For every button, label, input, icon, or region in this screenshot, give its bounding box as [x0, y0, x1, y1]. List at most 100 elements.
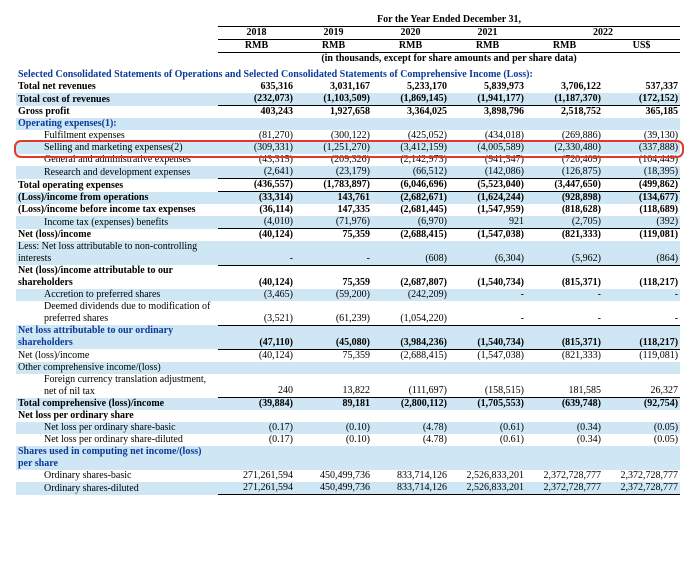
- row-value: (119,081): [603, 229, 680, 242]
- year-col-1: 2019: [295, 27, 372, 40]
- row-value: (92,754): [603, 398, 680, 411]
- row-value: 271,261,594: [218, 470, 295, 482]
- row-value: 3,031,167: [295, 81, 372, 93]
- row-value: (172,152): [603, 93, 680, 106]
- row-value: 75,359: [295, 349, 372, 362]
- row-value: (1,251,270): [295, 142, 372, 154]
- row-value: -: [449, 301, 526, 325]
- row-value: (5,962): [526, 241, 603, 265]
- row-label: (Loss)/income from operations: [16, 192, 218, 205]
- row-value: [295, 446, 372, 470]
- row-label: Other comprehensive income/(loss): [16, 362, 218, 374]
- table-row: Foreign currency translation adjustment,…: [16, 374, 680, 398]
- row-value: (0.10): [295, 422, 372, 434]
- table-row: Net (loss)/income(40,124)75,359(2,688,41…: [16, 229, 680, 242]
- row-value: (1,869,145): [372, 93, 449, 106]
- unit-col-5: US$: [603, 40, 680, 53]
- row-value: [218, 410, 295, 422]
- row-value: (39,130): [603, 130, 680, 142]
- row-value: (720,409): [526, 154, 603, 166]
- row-value: 75,359: [295, 229, 372, 242]
- row-value: (33,314): [218, 192, 295, 205]
- row-value: (2,641): [218, 166, 295, 179]
- row-value: 3,364,025: [372, 106, 449, 119]
- header-super-title: For the Year Ended December 31,: [218, 14, 680, 27]
- row-value: [295, 118, 372, 130]
- table-row: (Loss)/income from operations(33,314)143…: [16, 192, 680, 205]
- row-value: (4,005,589): [449, 142, 526, 154]
- row-value: (118,217): [603, 325, 680, 349]
- row-value: (639,748): [526, 398, 603, 411]
- year-col-4: 2022: [526, 27, 680, 40]
- row-value: (337,888): [603, 142, 680, 154]
- row-value: [218, 118, 295, 130]
- row-value: (0.61): [449, 434, 526, 446]
- table-row: Fulfilment expenses(81,270)(300,122)(425…: [16, 130, 680, 142]
- row-value: 365,185: [603, 106, 680, 119]
- row-value: (0.05): [603, 434, 680, 446]
- row-value: 147,335: [295, 204, 372, 216]
- row-value: (66,512): [372, 166, 449, 179]
- row-value: (118,217): [603, 265, 680, 289]
- row-value: (6,304): [449, 241, 526, 265]
- row-label: Research and development expenses: [16, 166, 218, 179]
- row-value: (1,187,370): [526, 93, 603, 106]
- table-row: Research and development expenses(2,641)…: [16, 166, 680, 179]
- row-value: (3,521): [218, 301, 295, 325]
- row-value: [449, 446, 526, 470]
- row-value: [526, 118, 603, 130]
- row-value: -: [526, 301, 603, 325]
- row-value: (815,371): [526, 325, 603, 349]
- row-value: (4.78): [372, 434, 449, 446]
- row-value: (1,941,177): [449, 93, 526, 106]
- row-value: (821,333): [526, 349, 603, 362]
- row-value: (0.34): [526, 434, 603, 446]
- row-value: (232,073): [218, 93, 295, 106]
- row-label: Net (loss)/income: [16, 349, 218, 362]
- row-value: 240: [218, 374, 295, 398]
- row-value: 450,499,736: [295, 470, 372, 482]
- row-value: (0.17): [218, 422, 295, 434]
- row-value: [449, 118, 526, 130]
- row-value: 635,316: [218, 81, 295, 93]
- row-value: (23,179): [295, 166, 372, 179]
- table-row: Total operating expenses(436,557)(1,783,…: [16, 179, 680, 192]
- table-row: Net loss attributable to our ordinary sh…: [16, 325, 680, 349]
- row-label: Operating expenses(1):: [16, 118, 218, 130]
- table-row: General and administrative expenses(43,3…: [16, 154, 680, 166]
- row-value: (111,697): [372, 374, 449, 398]
- row-value: 3,898,796: [449, 106, 526, 119]
- row-value: -: [526, 289, 603, 301]
- row-value: 833,714,126: [372, 470, 449, 482]
- row-value: (1,540,734): [449, 325, 526, 349]
- row-value: (4,010): [218, 216, 295, 229]
- row-value: 403,243: [218, 106, 295, 119]
- row-value: (104,449): [603, 154, 680, 166]
- row-value: (436,557): [218, 179, 295, 192]
- row-value: (242,209): [372, 289, 449, 301]
- table-row: Accretion to preferred shares(3,465)(59,…: [16, 289, 680, 301]
- row-label: Total net revenues: [16, 81, 218, 93]
- table-row: Shares used in computing net income/(los…: [16, 446, 680, 470]
- header-units-row: RMB RMB RMB RMB RMB US$: [16, 40, 680, 53]
- unit-col-3: RMB: [449, 40, 526, 53]
- table-row: Deemed dividends due to modification of …: [16, 301, 680, 325]
- year-col-3: 2021: [449, 27, 526, 40]
- row-value: (434,018): [449, 130, 526, 142]
- row-value: (2,687,807): [372, 265, 449, 289]
- unit-col-0: RMB: [218, 40, 295, 53]
- row-value: -: [449, 289, 526, 301]
- row-value: 13,822: [295, 374, 372, 398]
- table-row: Less: Net loss attributable to non-contr…: [16, 241, 680, 265]
- row-value: 181,585: [526, 374, 603, 398]
- table-row: Net loss per ordinary share-diluted(0.17…: [16, 434, 680, 446]
- row-value: (2,705): [526, 216, 603, 229]
- row-value: (0.34): [526, 422, 603, 434]
- row-value: (2,682,671): [372, 192, 449, 205]
- row-label: Foreign currency translation adjustment,…: [16, 374, 218, 398]
- row-value: (119,081): [603, 349, 680, 362]
- row-value: [603, 410, 680, 422]
- row-value: (40,124): [218, 229, 295, 242]
- row-label: Deemed dividends due to modification of …: [16, 301, 218, 325]
- row-value: (39,884): [218, 398, 295, 411]
